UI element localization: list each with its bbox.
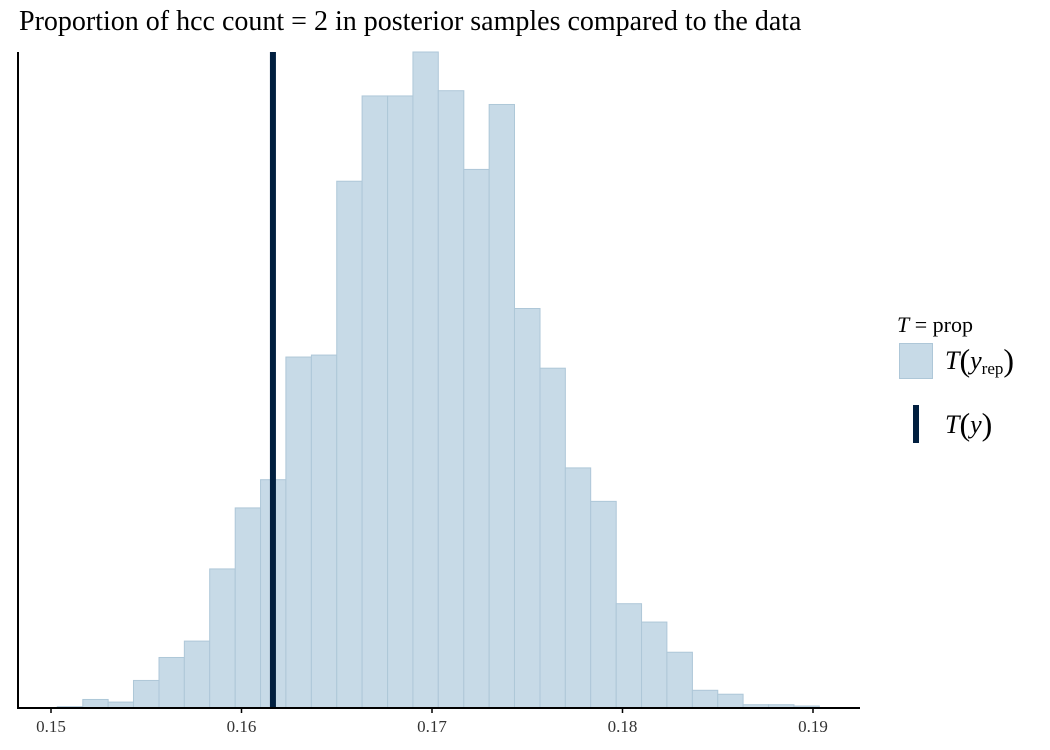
histogram-bar bbox=[361, 95, 389, 709]
histogram-bar bbox=[539, 367, 566, 709]
histogram-bar bbox=[666, 651, 693, 709]
x-tick-label: 0.17 bbox=[417, 717, 447, 736]
chart-title: Proportion of hcc count = 2 in posterior… bbox=[19, 6, 802, 37]
histogram-bar bbox=[336, 180, 363, 709]
x-tick-label: 0.19 bbox=[798, 717, 828, 736]
histogram-bar bbox=[310, 354, 338, 709]
histogram-bar bbox=[717, 693, 744, 709]
legend-title-text: = prop bbox=[909, 312, 973, 337]
histogram-bar bbox=[183, 640, 211, 709]
histogram-bar bbox=[463, 168, 490, 709]
histogram-bar bbox=[387, 95, 414, 709]
histogram-bar bbox=[412, 51, 439, 709]
observed-value-line bbox=[269, 52, 276, 708]
legend-title-symbol: T bbox=[897, 312, 910, 337]
histogram-bar bbox=[82, 698, 109, 709]
histogram-bar bbox=[641, 621, 668, 709]
x-tick-label: 0.18 bbox=[608, 717, 638, 736]
histogram-bar bbox=[285, 356, 312, 709]
legend: T = prop T(yrep) T(y) bbox=[897, 312, 1047, 443]
legend-title: T = prop bbox=[897, 312, 1047, 338]
histogram-bar bbox=[234, 507, 262, 709]
histogram-bar bbox=[615, 603, 643, 709]
legend-swatch-y bbox=[913, 405, 919, 443]
histogram-bar bbox=[691, 689, 719, 709]
x-tick-label: 0.16 bbox=[227, 717, 257, 736]
observed-value-layer bbox=[269, 52, 276, 708]
histogram-bar bbox=[513, 308, 541, 709]
histogram-bar bbox=[158, 656, 185, 709]
histogram-bar bbox=[564, 467, 592, 709]
histogram-bar bbox=[132, 679, 160, 709]
legend-swatch-yrep bbox=[899, 343, 933, 379]
histogram-bar bbox=[437, 90, 465, 709]
histogram-bar bbox=[488, 103, 515, 709]
legend-label-yrep: T(yrep) bbox=[945, 342, 1015, 378]
histogram-bar bbox=[590, 500, 617, 709]
legend-label-y: T(y) bbox=[945, 406, 993, 442]
axes: 0.15 0.16 0.17 0.18 0.19 bbox=[17, 52, 860, 736]
histogram-bars bbox=[56, 51, 820, 709]
x-tick-label: 0.15 bbox=[36, 717, 66, 736]
histogram-bar bbox=[209, 568, 236, 709]
